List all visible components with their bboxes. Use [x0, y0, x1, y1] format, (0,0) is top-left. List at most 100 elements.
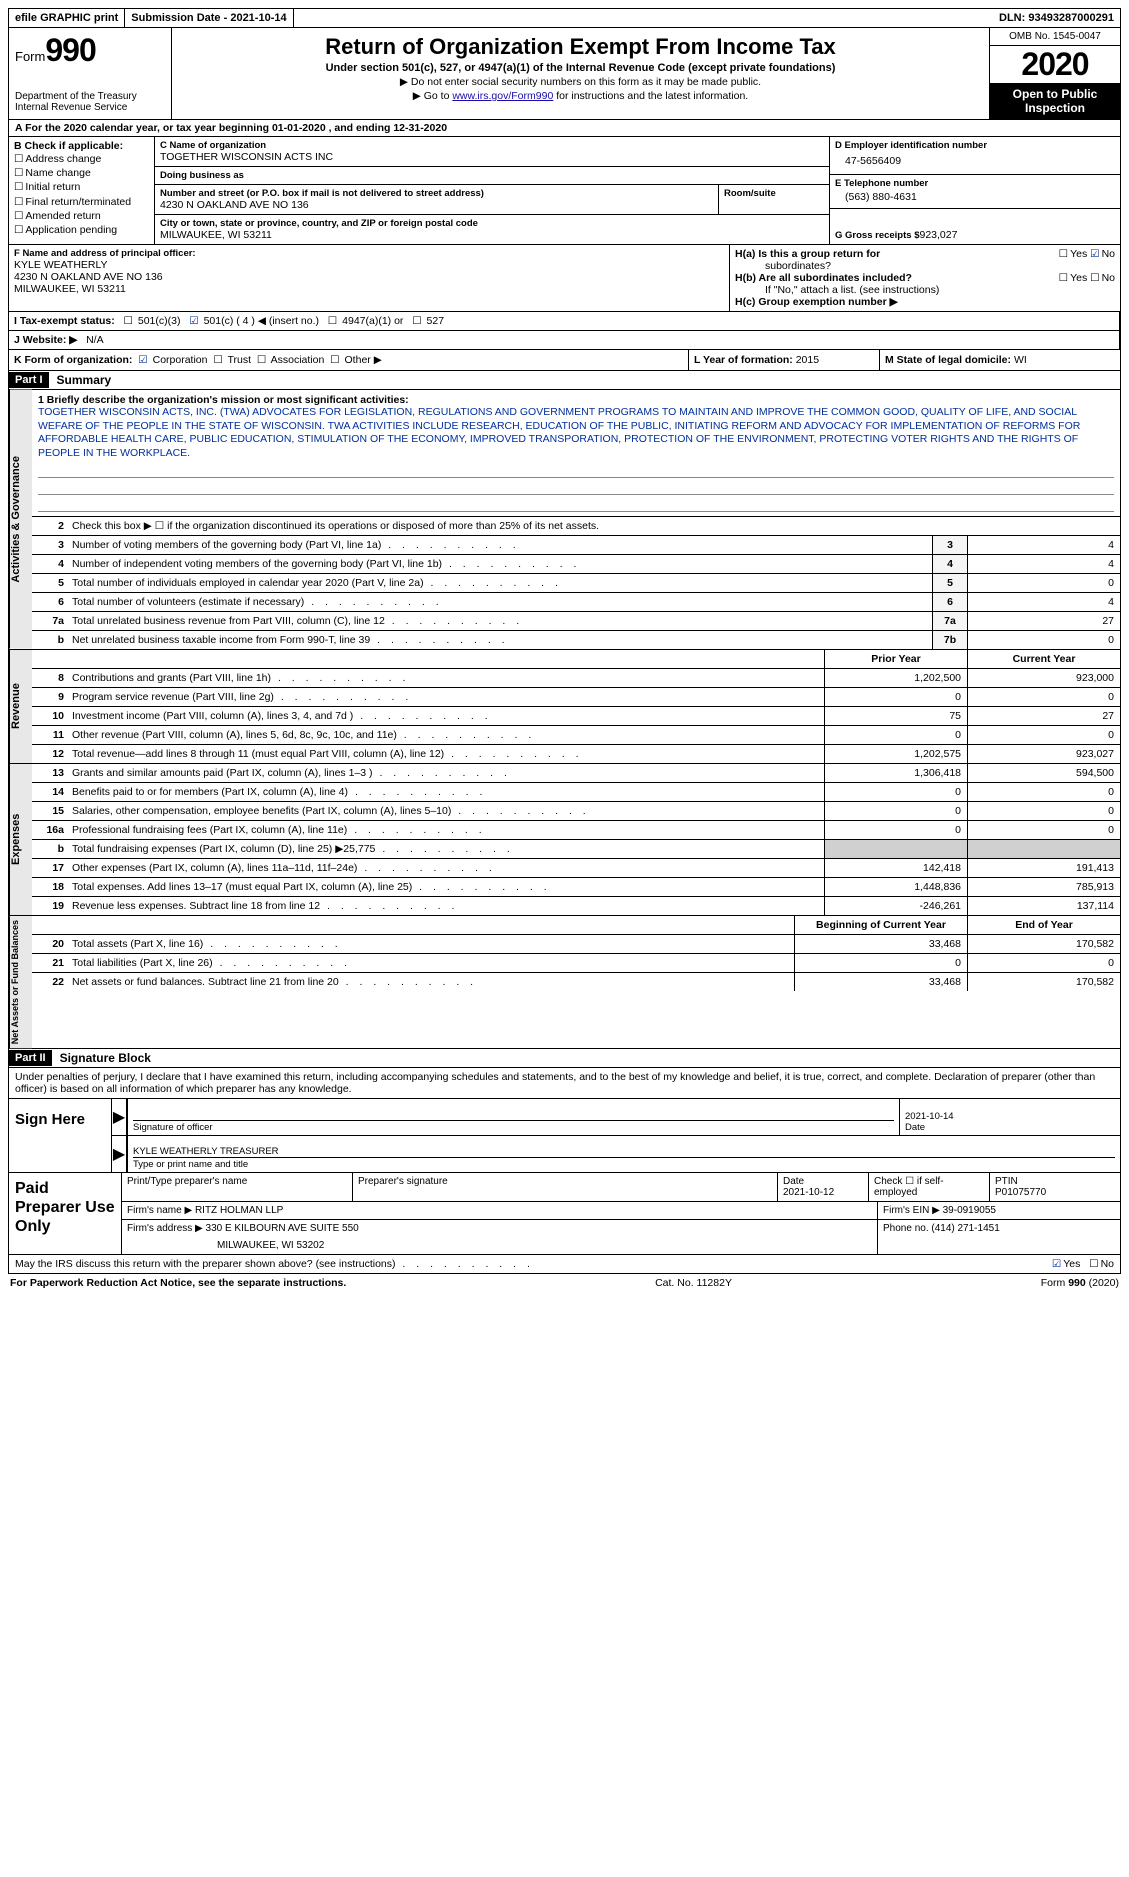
open-inspection: Open to Public Inspection [990, 83, 1120, 119]
top-bar: efile GRAPHIC print Submission Date - 20… [8, 8, 1121, 28]
cb-final-return[interactable]: Final return/terminated [14, 195, 149, 209]
fin-line: 15Salaries, other compensation, employee… [32, 802, 1120, 821]
box-b: B Check if applicable: Address change Na… [9, 137, 155, 244]
fin-line: 9Program service revenue (Part VIII, lin… [32, 688, 1120, 707]
row-klm: K Form of organization: Corporation Trus… [8, 350, 1121, 371]
org-name-cell: C Name of organization TOGETHER WISCONSI… [155, 137, 829, 167]
fin-line: 13Grants and similar amounts paid (Part … [32, 764, 1120, 783]
box-d: D Employer identification number 47-5656… [830, 137, 1120, 244]
paid-preparer-label: Paid Preparer Use Only [9, 1173, 122, 1254]
fin-line: 10Investment income (Part VIII, column (… [32, 707, 1120, 726]
box-h: H(a) Is this a group return for Yes No s… [730, 245, 1120, 311]
cb-amended[interactable]: Amended return [14, 209, 149, 223]
header-left: Form990 Department of the Treasury Inter… [9, 28, 172, 119]
omb-number: OMB No. 1545-0047 [990, 28, 1120, 46]
section-expenses: Expenses 13Grants and similar amounts pa… [8, 764, 1121, 916]
website-row: J Website: ▶ N/A [9, 331, 1119, 349]
dln: DLN: 93493287000291 [993, 9, 1120, 27]
city-state-zip: MILWAUKEE, WI 53211 [160, 229, 824, 241]
cb-address-change[interactable]: Address change [14, 152, 149, 166]
gov-line: bNet unrelated business taxable income f… [32, 631, 1120, 649]
officer-signature-field[interactable]: Signature of officer [128, 1099, 899, 1135]
fin-line: 17Other expenses (Part IX, column (A), l… [32, 859, 1120, 878]
goto-line: ▶ Go to www.irs.gov/Form990 for instruct… [178, 90, 983, 102]
gov-line: 3Number of voting members of the governi… [32, 536, 1120, 555]
street-address: 4230 N OAKLAND AVE NO 136 [160, 199, 713, 211]
mission-block: 1 Briefly describe the organization's mi… [32, 390, 1120, 517]
fin-line: bTotal fundraising expenses (Part IX, co… [32, 840, 1120, 859]
mission-text: TOGETHER WISCONSIN ACTS, INC. (TWA) ADVO… [38, 406, 1114, 461]
vlabel-revenue: Revenue [9, 650, 32, 763]
fin-line: 18Total expenses. Add lines 13–17 (must … [32, 878, 1120, 897]
box-f: F Name and address of principal officer:… [9, 245, 730, 311]
fin-header-row: Prior Year Current Year [32, 650, 1120, 669]
room-suite: Room/suite [719, 185, 829, 214]
tax-exempt-status: I Tax-exempt status: 501(c)(3) 501(c) ( … [9, 312, 1119, 331]
section-net-assets: Net Assets or Fund Balances Beginning of… [8, 916, 1121, 1049]
firm-phone: Phone no. (414) 271-1451 [878, 1220, 1120, 1254]
city-cell: City or town, state or province, country… [155, 215, 829, 244]
row-fh: F Name and address of principal officer:… [8, 245, 1121, 312]
cb-name-change[interactable]: Name change [14, 166, 149, 180]
sign-date: 2021-10-14 Date [899, 1099, 1120, 1135]
efile-label: efile GRAPHIC print [9, 9, 125, 27]
paid-preparer-block: Paid Preparer Use Only Print/Type prepar… [8, 1173, 1121, 1255]
ssn-warning: ▶ Do not enter social security numbers o… [178, 76, 983, 88]
state-domicile: M State of legal domicile: WI [880, 350, 1120, 370]
fin-line: 12Total revenue—add lines 8 through 11 (… [32, 745, 1120, 763]
fin-line: 22Net assets or fund balances. Subtract … [32, 973, 1120, 991]
tel-cell: E Telephone number (563) 880-4631 [830, 175, 1120, 209]
sign-here-label: Sign Here [9, 1099, 112, 1172]
year-formation: L Year of formation: 2015 [689, 350, 880, 370]
form-subtitle: Under section 501(c), 527, or 4947(a)(1)… [178, 62, 983, 74]
fin-line: 8Contributions and grants (Part VIII, li… [32, 669, 1120, 688]
officer-name-field: KYLE WEATHERLY TREASURER Type or print n… [128, 1136, 1120, 1172]
part-1-header: Part I Summary [8, 371, 1121, 390]
gov-line: 2Check this box ▶ ☐ if the organization … [32, 517, 1120, 536]
gross-receipts: 923,027 [919, 229, 957, 241]
firm-name: Firm's name ▶ RITZ HOLMAN LLP [122, 1202, 878, 1219]
fin-line: 20Total assets (Part X, line 16)33,46817… [32, 935, 1120, 954]
irs-link[interactable]: www.irs.gov/Form990 [452, 90, 553, 102]
ein-value: 47-5656409 [835, 151, 1115, 171]
gross-cell: G Gross receipts $ 923,027 [830, 209, 1120, 244]
signature-declaration: Under penalties of perjury, I declare th… [8, 1068, 1121, 1099]
street-cell: Number and street (or P.O. box if mail i… [155, 185, 829, 215]
fin-line: 11Other revenue (Part VIII, column (A), … [32, 726, 1120, 745]
org-name: TOGETHER WISCONSIN ACTS INC [160, 151, 824, 163]
sign-here-block: Sign Here ▶ Signature of officer 2021-10… [8, 1099, 1121, 1173]
cb-initial-return[interactable]: Initial return [14, 180, 149, 194]
dba-cell: Doing business as [155, 167, 829, 185]
submission-date: Submission Date - 2021-10-14 [125, 9, 293, 27]
firm-address: Firm's address ▶ 330 E KILBOURN AVE SUIT… [122, 1220, 878, 1254]
gov-line: 5Total number of individuals employed in… [32, 574, 1120, 593]
arrow-icon: ▶ [112, 1136, 128, 1172]
part-2-header: Part II Signature Block [8, 1049, 1121, 1068]
fin-line: 14Benefits paid to or for members (Part … [32, 783, 1120, 802]
arrow-icon: ▶ [112, 1099, 128, 1135]
tel-value: (563) 880-4631 [835, 189, 1115, 205]
net-header-row: Beginning of Current Year End of Year [32, 916, 1120, 935]
cb-app-pending[interactable]: Application pending [14, 223, 149, 237]
form-of-org: K Form of organization: Corporation Trus… [9, 350, 689, 370]
gov-line: 7aTotal unrelated business revenue from … [32, 612, 1120, 631]
form-header: Form990 Department of the Treasury Inter… [8, 28, 1121, 120]
irs-label: Internal Revenue Service [15, 102, 165, 113]
form-title: Return of Organization Exempt From Incom… [178, 34, 983, 60]
vlabel-activities: Activities & Governance [9, 390, 32, 649]
ein-cell: D Employer identification number 47-5656… [830, 137, 1120, 175]
gov-line: 6Total number of volunteers (estimate if… [32, 593, 1120, 612]
fin-line: 21Total liabilities (Part X, line 26)00 [32, 954, 1120, 973]
firm-ein: Firm's EIN ▶ 39-0919055 [878, 1202, 1120, 1219]
vlabel-net: Net Assets or Fund Balances [9, 916, 32, 1048]
fin-line: 19Revenue less expenses. Subtract line 1… [32, 897, 1120, 915]
header-title-block: Return of Organization Exempt From Incom… [172, 28, 990, 119]
page-footer: For Paperwork Reduction Act Notice, see … [8, 1274, 1121, 1292]
header-right: OMB No. 1545-0047 2020 Open to Public In… [990, 28, 1120, 119]
form-number: Form990 [15, 32, 165, 69]
ptin: PTIN P01075770 [990, 1173, 1120, 1201]
box-c: C Name of organization TOGETHER WISCONSI… [155, 137, 830, 244]
info-grid: B Check if applicable: Address change Na… [8, 137, 1121, 245]
discuss-row: May the IRS discuss this return with the… [8, 1255, 1121, 1274]
fin-line: 16aProfessional fundraising fees (Part I… [32, 821, 1120, 840]
